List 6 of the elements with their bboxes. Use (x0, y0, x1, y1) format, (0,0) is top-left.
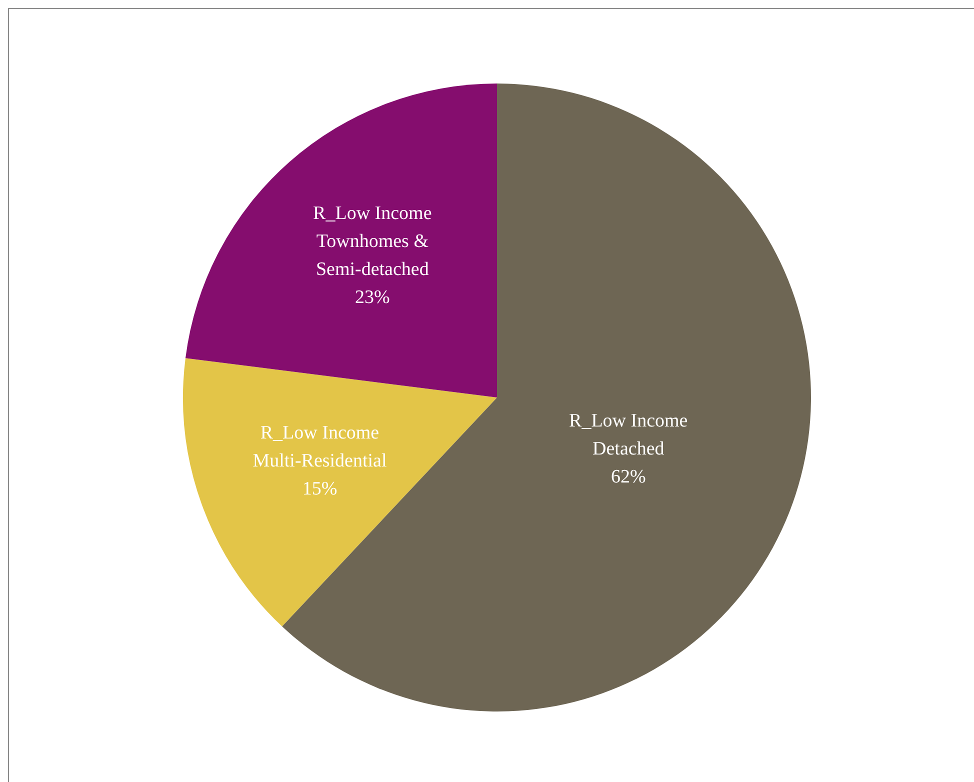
data-label: 62% (610, 466, 646, 488)
slice-label: R_Low Income Multi-Residential (252, 422, 387, 472)
data-label: 23% (354, 287, 390, 308)
slice-label: R_Low Income Townhomes & Semi-detached (313, 203, 432, 280)
slice-label: R_Low Income Detached (569, 410, 688, 460)
data-label: 15% (302, 478, 338, 500)
